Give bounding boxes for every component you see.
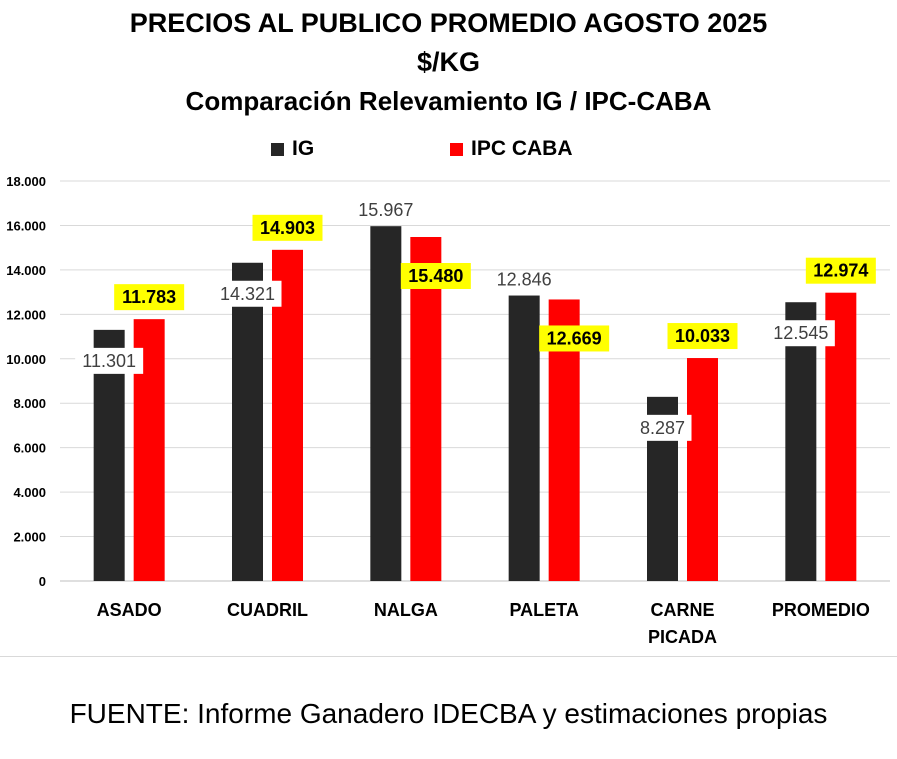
y-tick-label: 0 — [39, 574, 46, 589]
y-tick-label: 4.000 — [13, 485, 46, 500]
y-tick-label: 10.000 — [6, 352, 46, 367]
category-label: CUADRIL — [227, 600, 308, 620]
data-label-ig: 12.545 — [773, 323, 828, 343]
category-label: PALETA — [510, 600, 579, 620]
chart-subtitle-unit: $/KG — [416, 47, 481, 77]
data-label-ig-box — [75, 347, 144, 374]
bar-ipc-caba — [687, 358, 718, 581]
data-label-ipc-caba: 15.480 — [408, 266, 463, 286]
data-label-ig-box — [213, 280, 282, 307]
data-label-ipc-caba-box — [667, 323, 738, 350]
data-label-ipc-caba: 12.669 — [547, 328, 602, 348]
y-tick-label: 8.000 — [13, 396, 46, 411]
chart-subtitle: Comparación Relevamiento IG / IPC-CABA — [185, 86, 712, 116]
y-tick-label: 16.000 — [6, 218, 46, 233]
bar-ig — [232, 262, 263, 581]
data-label-ig: 15.967 — [358, 200, 413, 220]
legend-ipc-caba: IPC CABA — [450, 137, 573, 160]
data-label-ig: 11.301 — [82, 351, 136, 371]
data-label-ig: 8.287 — [640, 418, 685, 438]
y-tick-label: 6.000 — [13, 441, 46, 456]
legend-ipc-caba-label: IPC CABA — [471, 137, 573, 160]
chart-bottom-rule — [0, 656, 897, 657]
category-label: ASADO — [97, 600, 162, 620]
bar-chart: 0 2.000 4.000 6.000 8.000 10.000 12.000 14.000 1… — [6, 174, 890, 647]
data-label-ig: 12.846 — [497, 270, 552, 290]
source-note: FUENTE: Informe Ganadero IDECBA y estima… — [69, 698, 828, 729]
legend-ipc-caba-swatch — [450, 142, 463, 156]
chart-title: PRECIOS AL PUBLICO PROMEDIO AGOSTO 2025 — [129, 8, 768, 38]
data-label-ipc-caba: 12.974 — [813, 261, 868, 281]
data-label-ig-box — [633, 414, 692, 441]
data-label-ipc-caba-box — [400, 263, 471, 289]
data-label-ipc-caba-box — [805, 257, 876, 284]
bar-ig — [785, 302, 817, 581]
legend-ig: IG — [271, 137, 315, 160]
legend-ig-swatch — [271, 142, 284, 156]
category-label: NALGA — [374, 600, 438, 620]
category-label: PROMEDIO — [772, 600, 870, 620]
y-tick-label: 18.000 — [6, 174, 46, 189]
bar-ig — [370, 226, 402, 581]
category-label: CARNE — [650, 600, 714, 620]
legend-ig-label: IG — [292, 137, 315, 160]
y-tick-label: 14.000 — [6, 263, 46, 278]
data-label-ipc-caba: 14.903 — [260, 218, 315, 238]
bar-ig — [508, 295, 540, 581]
data-label-ipc-caba-box — [114, 284, 185, 311]
data-label-ipc-caba: 11.783 — [122, 287, 176, 307]
data-label-ig-box — [766, 320, 835, 347]
bar-ipc-caba — [410, 237, 442, 581]
y-tick-label: 12.000 — [6, 307, 46, 322]
category-label: PICADA — [648, 627, 717, 647]
data-label-ipc-caba-box — [252, 214, 323, 241]
data-label-ipc-caba-box — [539, 325, 610, 352]
data-label-ig: 14.321 — [220, 284, 275, 304]
data-label-ipc-caba: 10.033 — [675, 326, 730, 346]
y-tick-label: 2.000 — [13, 530, 46, 545]
